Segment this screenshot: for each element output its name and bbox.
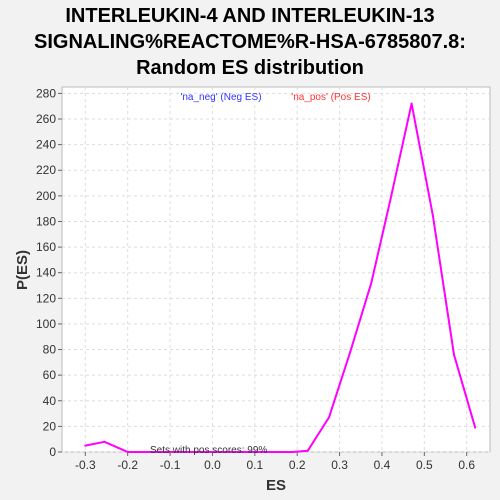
data-point — [306, 449, 309, 452]
data-point — [291, 451, 294, 453]
y-tick-label: 160 — [36, 240, 56, 254]
x-tick-label: 0.0 — [204, 458, 221, 472]
y-tick-label: 0 — [49, 445, 56, 459]
series-line-0 — [85, 102, 477, 453]
x-tick-label: -0.2 — [117, 458, 138, 472]
plot-area — [61, 86, 491, 453]
x-tick-label: 0.5 — [416, 458, 433, 472]
data-point — [103, 440, 106, 443]
data-point — [474, 426, 477, 429]
grid — [62, 87, 490, 453]
axis-ticks: -0.3 -0.2 -0.1 0.0 0.1 0.2 0.3 0.4 0.5 0.6 0 20 40 60… — [36, 86, 475, 472]
y-tick-label: 100 — [36, 317, 56, 331]
data-point — [147, 451, 150, 453]
y-tick-label: 180 — [36, 214, 56, 228]
y-tick-label: 260 — [36, 112, 56, 126]
x-tick-label: -0.3 — [75, 458, 96, 472]
y-tick-label: 80 — [43, 343, 57, 357]
y-tick-label: 20 — [43, 419, 57, 433]
x-tick-label: 0.3 — [331, 458, 348, 472]
y-axis-label: P(ES) — [14, 250, 31, 290]
y-tick-label: 140 — [36, 266, 56, 280]
x-tick-label: 0.1 — [246, 458, 263, 472]
title-line-3: Random ES distribution — [136, 57, 364, 79]
data-point — [84, 444, 87, 447]
legend: 'na_neg' (Neg ES) 'na_pos' (Pos ES) — [180, 92, 370, 103]
legend-item-1: 'na_neg' (Neg ES) — [180, 92, 261, 103]
title-line-2: SIGNALING%REACTOME%R-HSA-6785807.8: — [34, 31, 466, 53]
data-point — [190, 451, 193, 453]
y-tick-label: 280 — [36, 86, 56, 100]
series-group — [84, 102, 477, 453]
x-tick-label: -0.1 — [160, 458, 181, 472]
data-point — [410, 102, 413, 105]
data-point — [349, 351, 352, 354]
x-axis-label: ES — [266, 477, 286, 494]
data-point — [370, 281, 373, 284]
x-tick-label: 0.2 — [289, 458, 306, 472]
y-tick-label: 200 — [36, 189, 56, 203]
y-tick-label: 40 — [43, 394, 57, 408]
data-point — [327, 416, 330, 419]
x-tick-label: 0.6 — [458, 458, 475, 472]
data-point — [253, 451, 256, 453]
data-point — [431, 214, 434, 217]
annotation-text: Sets with pos scores: 99% — [150, 445, 267, 456]
legend-item-2: 'na_pos' (Pos ES) — [291, 92, 370, 103]
data-point — [169, 451, 172, 453]
data-point — [452, 353, 455, 356]
x-tick-label: 0.4 — [374, 458, 391, 472]
data-point — [275, 451, 277, 453]
y-tick-label: 240 — [36, 138, 56, 152]
data-point — [389, 198, 392, 201]
title-line-1: INTERLEUKIN-4 AND INTERLEUKIN-13 — [65, 5, 434, 27]
y-tick-label: 60 — [43, 368, 57, 382]
y-tick-label: 220 — [36, 163, 56, 177]
data-point — [126, 451, 129, 453]
y-tick-label: 120 — [36, 291, 56, 305]
data-point — [232, 451, 235, 453]
data-point — [211, 451, 214, 453]
chart-title: INTERLEUKIN-4 AND INTERLEUKIN-13 SIGNALIN… — [34, 5, 466, 79]
